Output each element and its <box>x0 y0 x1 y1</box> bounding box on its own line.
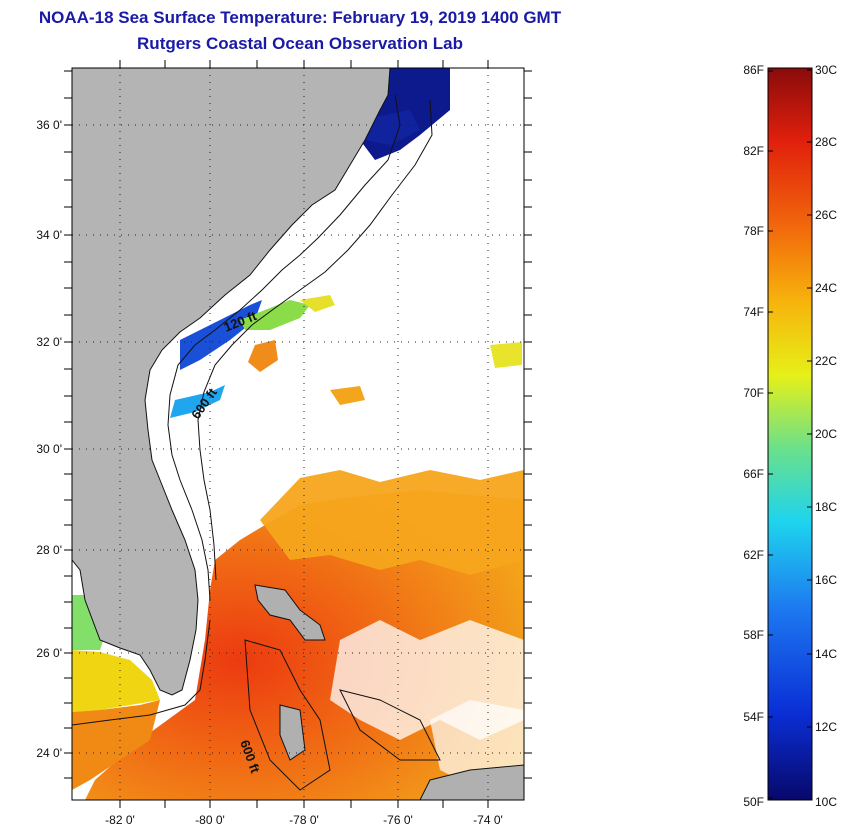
colorbar-f-label: 54F <box>743 710 764 724</box>
lat-label: 24 0' <box>36 746 62 760</box>
lat-label: 30 0' <box>36 442 62 456</box>
colorbar-c-label: 10C <box>815 795 837 809</box>
sst-offshore-yellow <box>300 295 335 312</box>
sst-offshore-yellow <box>490 342 522 368</box>
lat-label: 36 0' <box>36 118 62 132</box>
sst-offshore-orange <box>330 386 365 405</box>
lon-label: -76 0' <box>383 813 413 827</box>
colorbar-c-label: 24C <box>815 281 837 295</box>
lon-label: -82 0' <box>105 813 135 827</box>
colorbar-c-label: 18C <box>815 500 837 514</box>
bahamas-land <box>279 704 306 761</box>
colorbar-c-label: 20C <box>815 427 837 441</box>
sst-offshore-orange <box>248 340 278 372</box>
colorbar-f-label: 86F <box>743 63 764 77</box>
colorbar-f-label: 66F <box>743 467 764 481</box>
colorbar-f-label: 78F <box>743 224 764 238</box>
colorbar-c-label: 30C <box>815 63 837 77</box>
colorbar-c-label: 22C <box>815 354 837 368</box>
colorbar-c-label: 12C <box>815 720 837 734</box>
land-mass <box>72 68 391 696</box>
lat-label: 26 0' <box>36 646 62 660</box>
lon-label: -80 0' <box>195 813 225 827</box>
sst-gulf-yellow <box>72 650 160 712</box>
colorbar-f-label: 82F <box>743 144 764 158</box>
lat-label: 34 0' <box>36 228 62 242</box>
graticule <box>72 68 524 800</box>
bahamas-contour <box>244 639 331 791</box>
colorbar-c-label: 28C <box>815 135 837 149</box>
bahamas-land <box>254 584 326 641</box>
colorbar-c-label: 26C <box>815 208 837 222</box>
colorbar-c-label: 14C <box>815 647 837 661</box>
contour-600ft-south <box>72 619 211 726</box>
bahamas-contour <box>339 689 441 761</box>
lon-label: -74 0' <box>473 813 503 827</box>
sst-shelf-blue <box>180 300 262 370</box>
sst-shelf-green <box>240 300 310 330</box>
sst-warm-north <box>260 470 524 575</box>
map-panel <box>72 68 524 800</box>
colorbar-f-label: 50F <box>743 795 764 809</box>
map-ticks <box>64 60 532 808</box>
map-frame <box>71 67 525 801</box>
lon-label: -78 0' <box>289 813 319 827</box>
longitude-labels: -82 0' -80 0' -78 0' -76 0' -74 0' <box>105 813 503 827</box>
cuba-land <box>419 764 524 800</box>
contour-120ft <box>167 94 401 601</box>
lat-label: 32 0' <box>36 335 62 349</box>
map-subtitle: Rutgers Coastal Ocean Observation Lab <box>137 34 463 53</box>
colorbar-f-ticks <box>768 70 773 799</box>
colorbar-fahrenheit-labels: 86F 82F 78F 74F 70F 66F 62F 58F 54F 50F <box>743 63 764 809</box>
colorbar-f-label: 70F <box>743 386 764 400</box>
colorbar <box>767 67 813 801</box>
sst-shelf-cyan <box>170 385 225 418</box>
colorbar-c-ticks <box>807 69 812 801</box>
lat-label: 28 0' <box>36 543 62 557</box>
map-title: NOAA-18 Sea Surface Temperature: Februar… <box>38 8 562 27</box>
colorbar-f-label: 74F <box>743 305 764 319</box>
colorbar-f-label: 62F <box>743 548 764 562</box>
colorbar-celsius-labels: 30C 28C 26C 24C 22C 20C 18C 16C 14C 12C … <box>815 63 837 809</box>
colorbar-f-label: 58F <box>743 628 764 642</box>
latitude-labels: 36 0' 34 0' 32 0' 30 0' 28 0' 26 0' 24 0… <box>36 118 62 760</box>
colorbar-c-label: 16C <box>815 573 837 587</box>
contour-600ft <box>197 99 433 581</box>
